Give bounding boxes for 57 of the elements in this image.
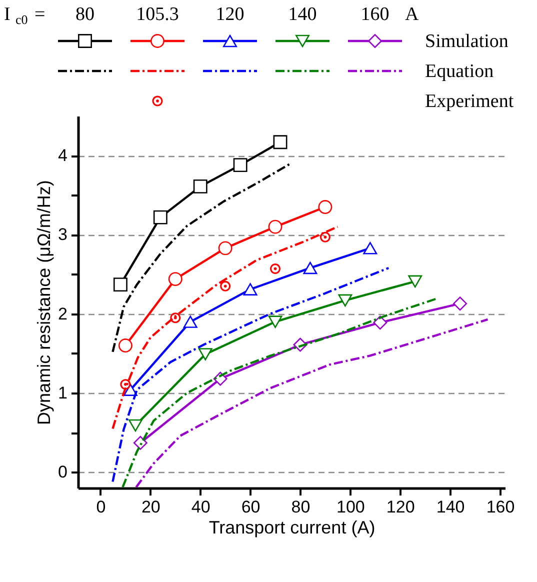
point (453, 296, 468, 311)
point (128, 419, 142, 432)
x-tick-label: 40 (191, 498, 210, 516)
point (193, 179, 208, 194)
point (268, 316, 282, 328)
point (338, 294, 352, 307)
text: 105.3 (136, 4, 179, 25)
point (318, 200, 332, 214)
y-tick-label: 0 (58, 462, 68, 482)
point (170, 312, 181, 324)
point (183, 316, 198, 328)
y-tick-label: 4 (58, 146, 68, 166)
text: 140 (288, 4, 317, 25)
y-tick-label: 3 (58, 225, 68, 244)
point (118, 338, 132, 352)
point (320, 232, 330, 242)
text: 80 (76, 4, 94, 25)
text: 120 (216, 4, 244, 25)
x-tick-label: 80 (291, 498, 310, 516)
text: 160 (360, 4, 390, 25)
point (373, 316, 388, 330)
x-tick-label: 60 (241, 498, 260, 516)
point (243, 283, 258, 296)
y-axis-title: Dynamic resistance (μΩ/m/Hz) (34, 180, 54, 425)
point (270, 264, 281, 274)
point (273, 135, 288, 150)
point (363, 242, 378, 254)
x-tick-label: 100 (336, 498, 365, 516)
point (113, 278, 128, 292)
x-tick-label: 0 (96, 498, 106, 516)
line-series (112, 163, 290, 353)
text: Equation (425, 61, 494, 82)
text: Simulation (425, 31, 509, 52)
y-tick-label: 2 (58, 304, 68, 324)
point (218, 241, 232, 256)
point (408, 275, 422, 288)
line-series (112, 266, 390, 483)
line-series (135, 318, 489, 488)
point (198, 348, 212, 360)
point (233, 158, 248, 172)
point (120, 379, 131, 390)
point (133, 436, 148, 450)
point (303, 262, 318, 274)
point (268, 220, 282, 234)
x-tick-label: 140 (436, 498, 465, 516)
point (153, 210, 168, 224)
x-tick-label: 120 (386, 498, 415, 516)
x-tick-label: 20 (141, 498, 160, 516)
point (168, 272, 182, 286)
text: Experiment (425, 91, 514, 112)
x-axis-title: Transport current (A) (208, 518, 376, 538)
point (220, 280, 231, 292)
line-series (122, 298, 438, 488)
text: A (405, 4, 419, 25)
x-tick-label: 160 (486, 498, 515, 516)
line-series (112, 226, 339, 430)
y-tick-label: 1 (58, 384, 68, 403)
